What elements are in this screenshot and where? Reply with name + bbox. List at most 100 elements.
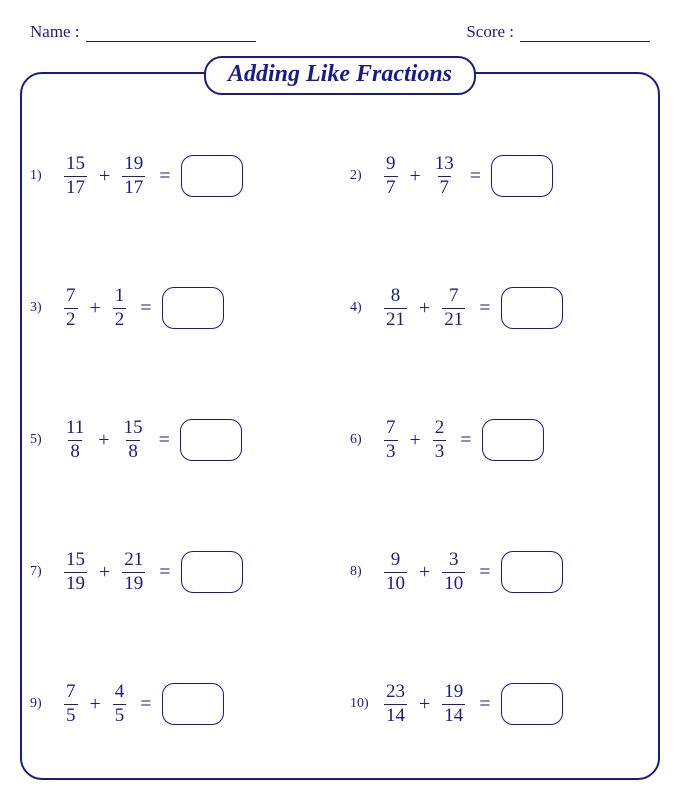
problem-number: 1) (30, 168, 56, 184)
answer-box[interactable] (491, 155, 553, 197)
plus-operator: + (410, 165, 421, 188)
numerator: 11 (64, 418, 86, 440)
name-label: Name : (30, 22, 80, 42)
equals-sign: = (159, 429, 170, 452)
score-input-line[interactable] (520, 24, 650, 42)
fraction-a: 1519 (64, 550, 87, 595)
problem-number: 8) (350, 564, 376, 580)
equals-sign: = (479, 297, 490, 320)
equals-sign: = (470, 165, 481, 188)
numerator: 7 (64, 286, 78, 308)
problem-number: 3) (30, 300, 56, 316)
problem-row: 6)73+23= (350, 374, 650, 506)
fraction-a: 97 (384, 154, 398, 199)
fraction-a: 118 (64, 418, 86, 463)
denominator: 19 (122, 572, 145, 595)
numerator: 19 (442, 682, 465, 704)
fraction-b: 1914 (442, 682, 465, 727)
fraction-b: 1917 (122, 154, 145, 199)
denominator: 17 (64, 176, 87, 199)
denominator: 21 (442, 308, 465, 331)
answer-box[interactable] (501, 287, 563, 329)
answer-box[interactable] (181, 551, 243, 593)
name-field-group: Name : (30, 22, 256, 42)
plus-operator: + (99, 165, 110, 188)
numerator: 19 (122, 154, 145, 176)
plus-operator: + (90, 693, 101, 716)
fraction-b: 310 (442, 550, 465, 595)
fraction-b: 2119 (122, 550, 145, 595)
equals-sign: = (479, 561, 490, 584)
denominator: 5 (64, 704, 78, 727)
answer-box[interactable] (501, 683, 563, 725)
fraction-a: 2314 (384, 682, 407, 727)
denominator: 7 (384, 176, 398, 199)
plus-operator: + (410, 429, 421, 452)
fraction-b: 137 (433, 154, 456, 199)
fraction-b: 23 (433, 418, 447, 463)
problem-number: 2) (350, 168, 376, 184)
score-field-group: Score : (466, 22, 650, 42)
problem-number: 6) (350, 432, 376, 448)
fraction-a: 821 (384, 286, 407, 331)
denominator: 14 (442, 704, 465, 727)
fraction-a: 73 (384, 418, 398, 463)
denominator: 10 (384, 572, 407, 595)
fraction-a: 1517 (64, 154, 87, 199)
denominator: 3 (433, 440, 447, 463)
problem-row: 1)1517+1917= (30, 110, 330, 242)
numerator: 3 (447, 550, 461, 572)
plus-operator: + (99, 561, 110, 584)
plus-operator: + (98, 429, 109, 452)
denominator: 7 (438, 176, 452, 199)
fraction-b: 158 (122, 418, 145, 463)
numerator: 9 (389, 550, 403, 572)
answer-box[interactable] (180, 419, 242, 461)
numerator: 13 (433, 154, 456, 176)
numerator: 15 (64, 550, 87, 572)
numerator: 4 (113, 682, 127, 704)
denominator: 3 (384, 440, 398, 463)
numerator: 23 (384, 682, 407, 704)
numerator: 15 (122, 418, 145, 440)
problem-row: 9)75+45= (30, 638, 330, 770)
answer-box[interactable] (501, 551, 563, 593)
equals-sign: = (479, 693, 490, 716)
problem-number: 10) (350, 696, 376, 712)
denominator: 14 (384, 704, 407, 727)
equals-sign: = (159, 165, 170, 188)
denominator: 2 (64, 308, 78, 331)
name-input-line[interactable] (86, 24, 256, 42)
problem-row: 2)97+137= (350, 110, 650, 242)
plus-operator: + (419, 297, 430, 320)
fraction-b: 45 (113, 682, 127, 727)
problem-row: 7)1519+2119= (30, 506, 330, 638)
score-label: Score : (466, 22, 514, 42)
numerator: 7 (384, 418, 398, 440)
problem-row: 5) 118 +158 = (30, 374, 330, 506)
equals-sign: = (140, 693, 151, 716)
equals-sign: = (140, 297, 151, 320)
answer-box[interactable] (162, 287, 224, 329)
numerator: 1 (113, 286, 127, 308)
answer-box[interactable] (482, 419, 544, 461)
denominator: 2 (113, 308, 127, 331)
answer-box[interactable] (181, 155, 243, 197)
numerator: 8 (389, 286, 403, 308)
problem-number: 5) (30, 432, 56, 448)
numerator: 21 (122, 550, 145, 572)
plus-operator: + (419, 561, 430, 584)
plus-operator: + (419, 693, 430, 716)
problem-number: 7) (30, 564, 56, 580)
fraction-a: 72 (64, 286, 78, 331)
plus-operator: + (90, 297, 101, 320)
problem-number: 9) (30, 696, 56, 712)
numerator: 7 (64, 682, 78, 704)
answer-box[interactable] (162, 683, 224, 725)
fraction-a: 75 (64, 682, 78, 727)
problem-row: 3)72+12= (30, 242, 330, 374)
equals-sign: = (460, 429, 471, 452)
numerator: 9 (384, 154, 398, 176)
denominator: 19 (64, 572, 87, 595)
denominator: 21 (384, 308, 407, 331)
